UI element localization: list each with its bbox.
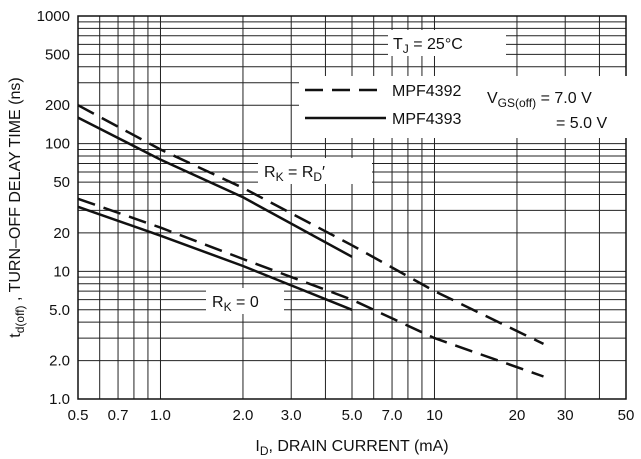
rk-rd-mid: = R xyxy=(284,164,314,181)
tj-annotation-box xyxy=(388,30,506,56)
y-axis-title: td(off) , TURN–OFF DELAY TIME (ns) xyxy=(7,77,27,337)
x-axis-title: ID, DRAIN CURRENT (mA) xyxy=(255,438,448,458)
y-tick-label: 5.0 xyxy=(49,302,70,319)
y-tick-label: 10 xyxy=(53,263,70,280)
legend-vgs-main: V xyxy=(487,90,498,107)
y-tick-label: 1000 xyxy=(37,8,70,25)
x-tick-label: 30 xyxy=(557,407,574,424)
legend-vgs-rest: = 7.0 V xyxy=(536,90,592,107)
x-tick-label: 0.7 xyxy=(108,407,129,424)
series-lines xyxy=(77,104,545,378)
y-tick-label: 50 xyxy=(53,174,70,191)
x-tick-label: 2.0 xyxy=(233,407,254,424)
x-axis-title-rest: , DRAIN CURRENT (mA) xyxy=(268,438,448,455)
y-tick-label: 500 xyxy=(45,46,70,63)
rk-rd-sub2: D xyxy=(313,170,322,184)
series-line-mpf4392-rk-0 xyxy=(77,197,544,378)
x-tick-label: 7.0 xyxy=(382,407,403,424)
rk-rd-rest: ′ xyxy=(322,164,325,181)
legend-vgs-label: VGS(off) = 7.0 V xyxy=(487,90,592,110)
rk-rd-sub: K xyxy=(276,170,284,184)
rk-zero-main: R xyxy=(212,294,224,311)
rk-rd-annotation: RK = RD′ xyxy=(264,164,325,184)
x-tick-label: 1.0 xyxy=(150,407,171,424)
y-axis-title-rest: , TURN–OFF DELAY TIME (ns) xyxy=(7,77,24,305)
tj-main: T xyxy=(393,36,403,53)
legend-label-mpf4393: MPF4393 xyxy=(392,111,461,128)
x-tick-label: 0.5 xyxy=(68,407,89,424)
legend-vgs-second: = 5.0 V xyxy=(556,115,607,132)
series-line-mpf4393-rk-0 xyxy=(77,205,353,311)
x-tick-label: 20 xyxy=(509,407,526,424)
legend-box xyxy=(299,76,627,138)
tj-annotation: TJ = 25°C xyxy=(393,36,463,56)
y-axis-title-main: t xyxy=(7,333,24,338)
rk-rd-main: R xyxy=(264,164,276,181)
tick-labels: 0.5 0.7 1.0 2.0 3.0 5.0 7.0 10 20 30 50 1.0 2.0 5.0 10… xyxy=(37,8,635,424)
rk-zero-annotation: RK = 0 xyxy=(212,294,259,314)
x-axis-title-main: I xyxy=(255,438,259,455)
rk-rd-annotation-box xyxy=(258,158,372,184)
y-tick-label: 20 xyxy=(53,225,70,242)
rk-zero-sub: K xyxy=(224,300,232,314)
tj-sub: J xyxy=(403,42,409,56)
tj-rest: = 25°C xyxy=(409,36,463,53)
legend: MPF4392 MPF4393 VGS(off) = 7.0 V = 5.0 V xyxy=(299,76,627,138)
legend-vgs-sub: GS(off) xyxy=(498,96,536,110)
legend-label-mpf4392: MPF4392 xyxy=(392,83,461,100)
y-tick-label: 200 xyxy=(45,97,70,114)
y-tick-label: 100 xyxy=(45,136,70,153)
grid xyxy=(77,15,627,400)
x-tick-label: 3.0 xyxy=(281,407,302,424)
rk-zero-annotation-box xyxy=(206,288,284,314)
x-tick-label: 50 xyxy=(618,407,635,424)
y-tick-label: 2.0 xyxy=(49,353,70,370)
y-axis-title-sub: d(off) xyxy=(13,305,27,333)
series-line-mpf4393-rk-rd xyxy=(77,116,353,258)
rk-zero-rest: = 0 xyxy=(232,294,259,311)
series-line-mpf4392-rk-rd xyxy=(77,104,545,346)
x-tick-label: 5.0 xyxy=(342,407,363,424)
x-axis-title-sub: D xyxy=(260,444,269,458)
y-tick-label: 1.0 xyxy=(49,391,70,408)
x-tick-label: 10 xyxy=(426,407,443,424)
